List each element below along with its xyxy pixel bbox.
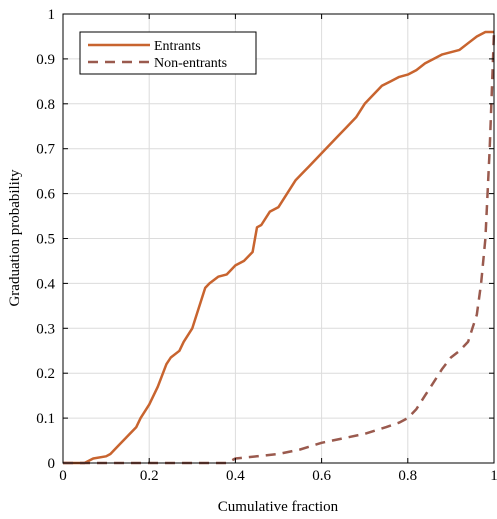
y-tick-label: 0.9 <box>36 52 55 68</box>
legend-label-entrants: Entrants <box>154 39 201 54</box>
grid-layer <box>63 14 494 463</box>
y-axis-label: Graduation probability <box>7 169 23 307</box>
series-line-non-entrants <box>63 31 496 465</box>
y-tick-label: 0.8 <box>36 97 55 113</box>
x-tick-label: 1 <box>490 468 497 484</box>
x-tick-label: 0.4 <box>226 468 245 484</box>
x-tick-label: 0.2 <box>140 468 159 484</box>
x-axis-label: Cumulative fraction <box>218 499 339 515</box>
x-tick-label: 0.8 <box>398 468 417 484</box>
y-tick-label: 0.2 <box>36 366 55 382</box>
x-tick-label: 0.6 <box>312 468 331 484</box>
y-tick-label: 1 <box>48 7 56 23</box>
legend-label-non-entrants: Non-entrants <box>154 56 227 71</box>
y-tick-label: 0.6 <box>36 187 55 203</box>
y-tick-label: 0.3 <box>36 321 55 337</box>
legend-box <box>79 31 257 75</box>
y-tick-label: 0.5 <box>36 232 55 248</box>
legend: Entrants Non-entrants <box>79 31 257 75</box>
y-tick-label: 0.1 <box>36 411 55 427</box>
y-tick-label: 0 <box>48 456 56 472</box>
y-tick-label: 0.4 <box>36 276 55 292</box>
y-tick-label: 0.7 <box>36 142 55 158</box>
x-tick-label: 0 <box>59 468 67 484</box>
tick-layer: 0 0.2 0.4 0.6 0.8 1 0 0.1 0.2 0.3 0.4 0.5 0.6 0.7 0.8 0… <box>36 7 497 484</box>
series-line-entrants <box>63 30 494 465</box>
series-layer <box>63 30 496 465</box>
